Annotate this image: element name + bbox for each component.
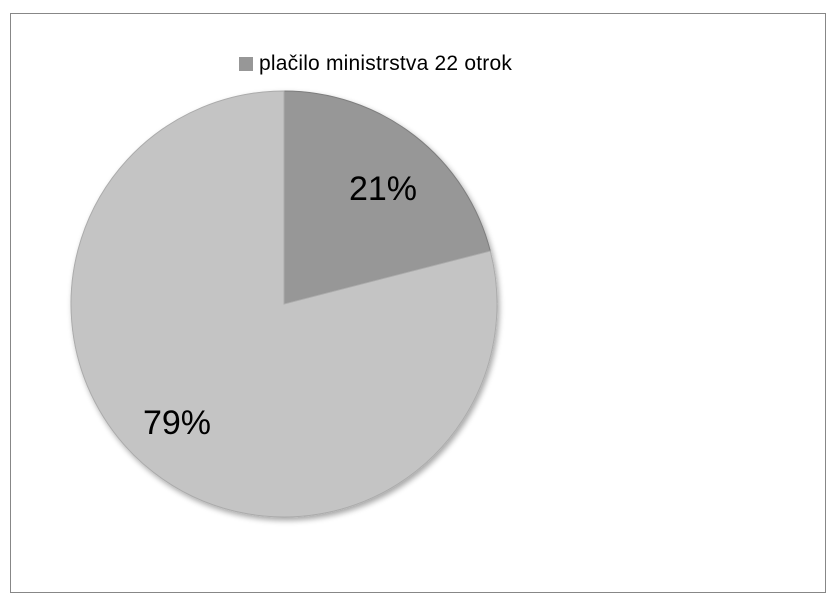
legend-label: plačilo ministrstva 22 otrok xyxy=(259,52,513,75)
slice-label-1: 21% xyxy=(349,170,417,208)
pie-slice-1 xyxy=(283,90,491,305)
legend-swatch xyxy=(239,57,253,71)
slice-label-2: 79% xyxy=(143,404,211,442)
legend: plačilo ministrstva 22 otrok xyxy=(239,50,512,78)
pie-slice-2 xyxy=(70,90,498,518)
